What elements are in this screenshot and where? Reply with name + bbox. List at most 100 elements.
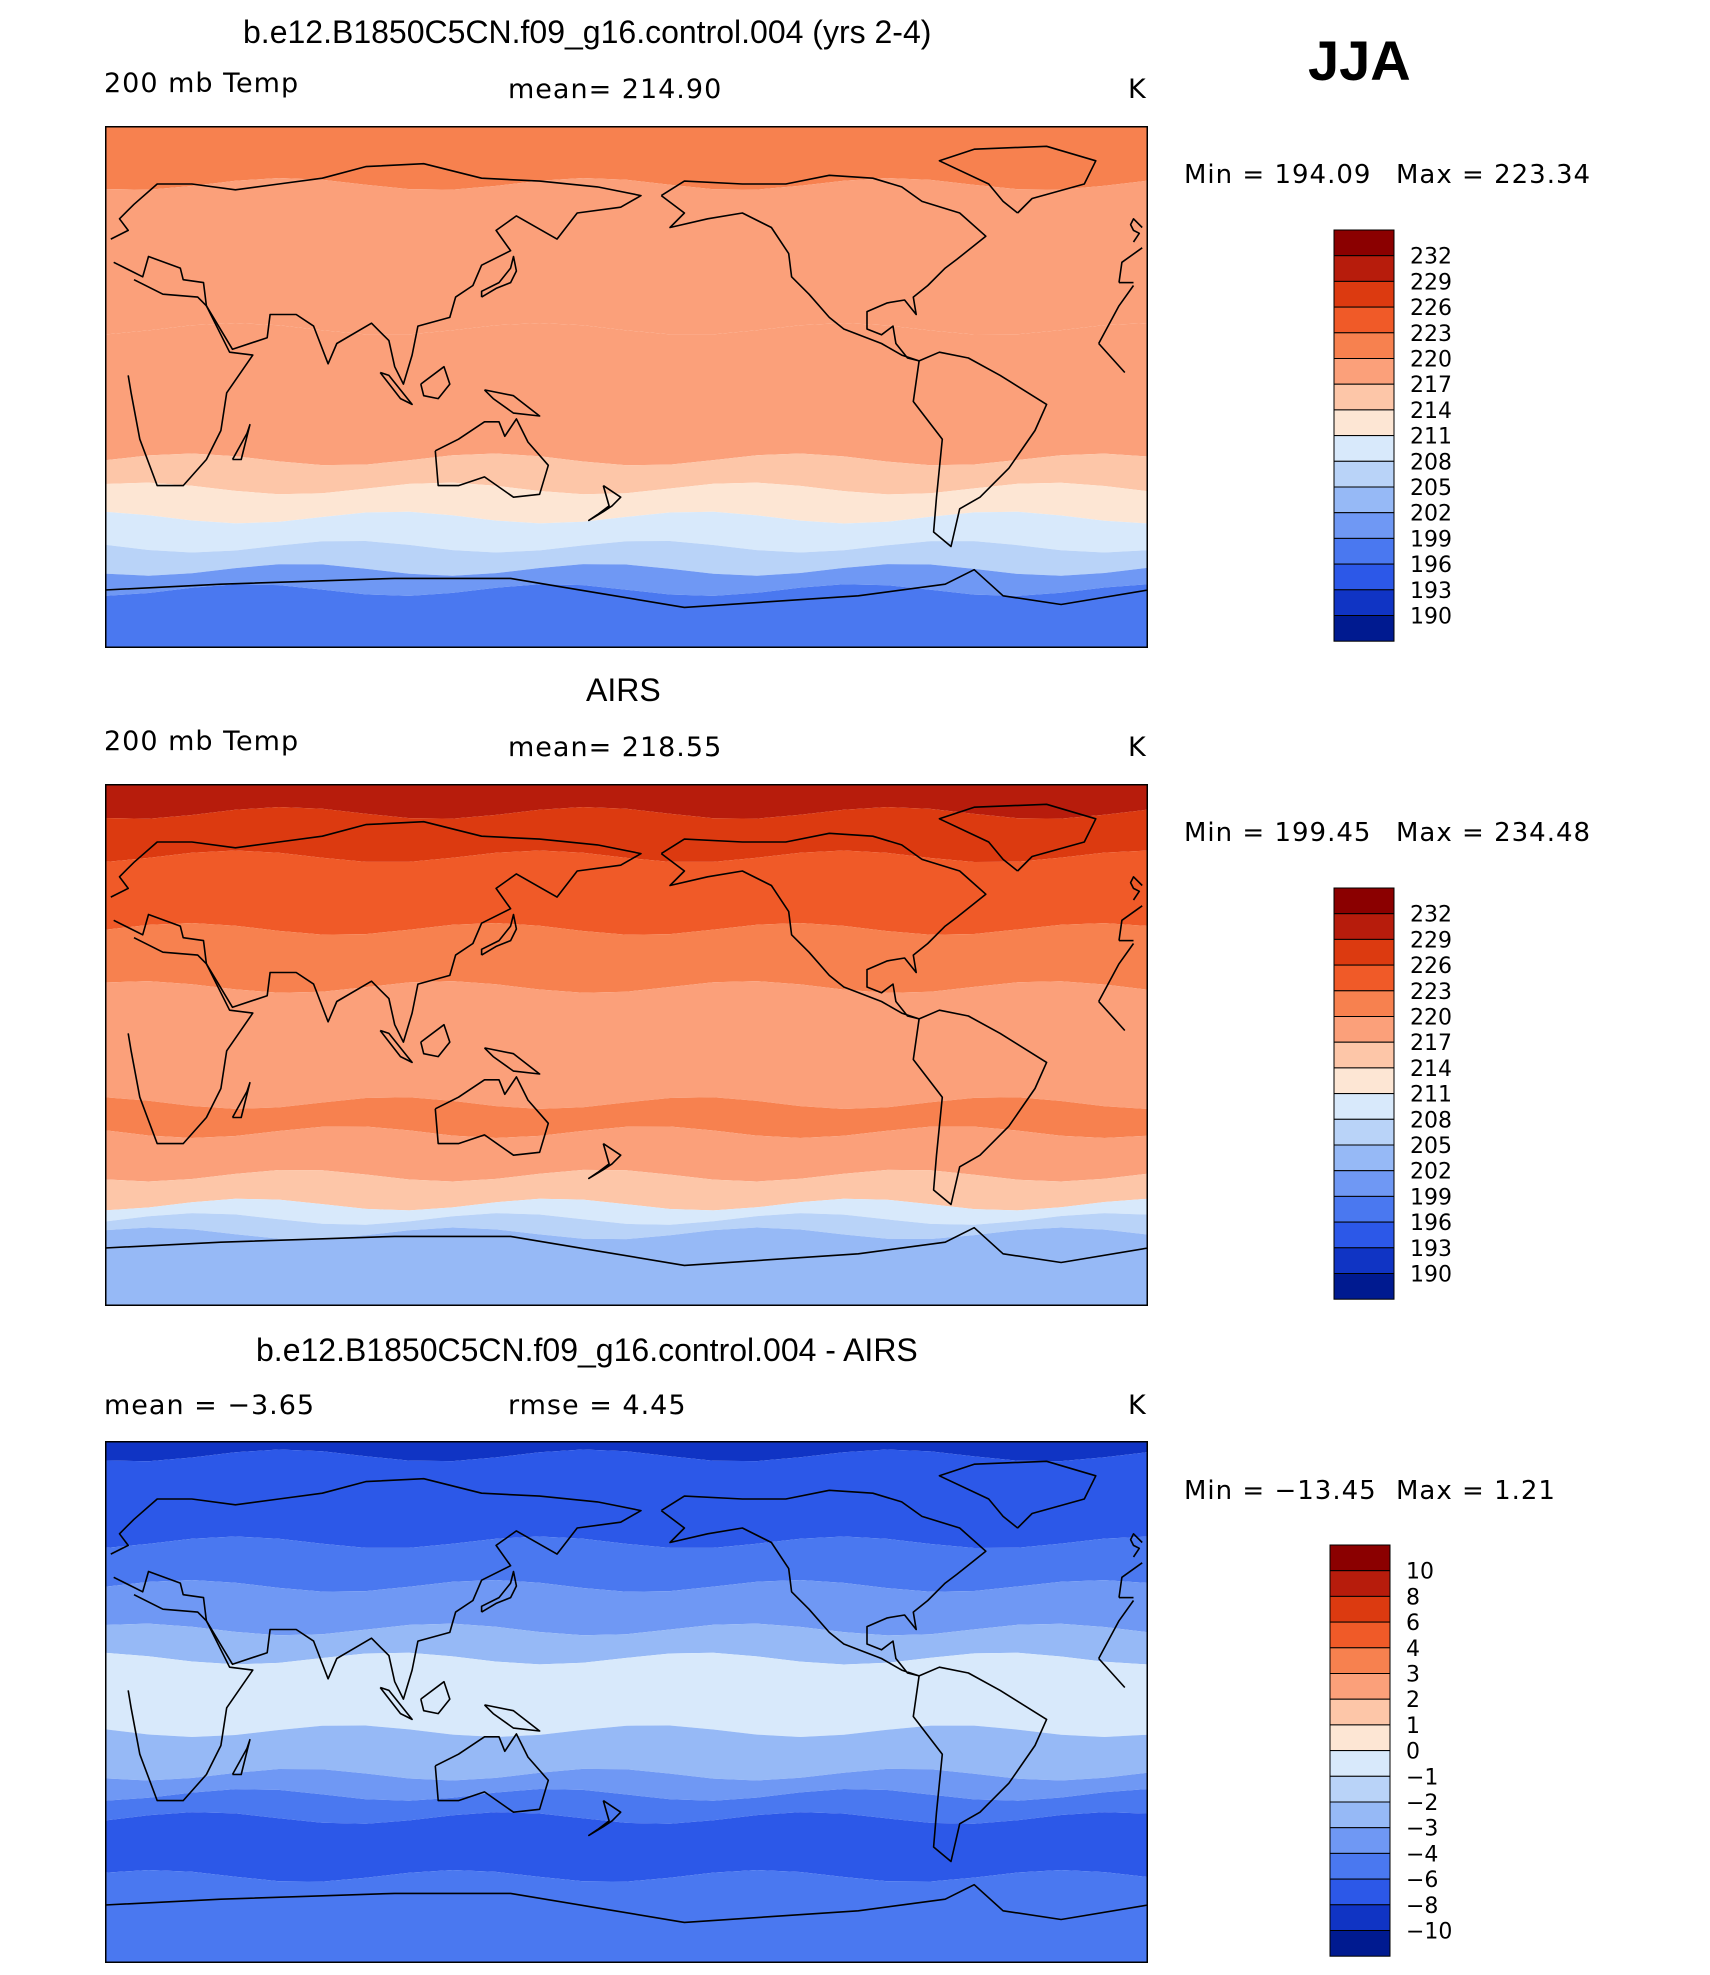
colorbar-tick-label: 199: [1410, 1185, 1452, 1210]
coastline: [480, 255, 518, 298]
panel-2-variable-label: 200 mb Temp: [104, 726, 300, 757]
coastline: [110, 1477, 642, 1700]
colorbar-cell: [1333, 1016, 1395, 1043]
colorbar-tick-label: 2: [1406, 1688, 1420, 1713]
colorbar-tick-label: 232: [1410, 903, 1452, 928]
colorbar-cell: [1329, 1698, 1391, 1726]
contour-band: [105, 1198, 1148, 1225]
colorbar-tick-label: 223: [1410, 980, 1452, 1005]
colorbar-cell: [1333, 460, 1395, 488]
contour-band: [105, 1169, 1148, 1211]
colorbar-cell: [1329, 1775, 1391, 1803]
coastline: [110, 820, 642, 1043]
colorbar-tick-label: −1: [1406, 1765, 1438, 1790]
panel-1-max: Max = 223.34: [1396, 160, 1592, 190]
colorbar-cell: [1333, 486, 1395, 514]
coastline: [420, 1680, 451, 1715]
panel-3-mean-label: mean = −3.65: [104, 1390, 316, 1421]
coastline: [588, 1799, 622, 1837]
coastline: [127, 936, 254, 1145]
contour-band: [105, 541, 1148, 576]
colorbar-tick-label: 214: [1410, 1057, 1452, 1082]
panel-2-max: Max = 234.48: [1396, 818, 1592, 848]
map-frame: [105, 1441, 1148, 1963]
colorbar-cell: [1333, 887, 1395, 915]
coastline: [110, 162, 642, 385]
coastline: [1129, 876, 1143, 901]
colorbar-cell: [1333, 1093, 1395, 1120]
contour-band: [105, 1126, 1148, 1182]
contour-band: [105, 1580, 1148, 1636]
coastline: [231, 423, 251, 461]
colorbar-cell: [1333, 1041, 1395, 1069]
contour-band: [105, 1812, 1148, 1882]
colorbar-cell: [1329, 1750, 1391, 1777]
colorbar-cell: [1333, 229, 1395, 257]
colorbar-cell: [1333, 332, 1395, 360]
colorbar-cell: [1333, 913, 1395, 940]
panel-3-title: b.e12.B1850C5CN.f09_g16.control.004 - AI…: [256, 1332, 918, 1368]
coastline: [420, 1023, 451, 1058]
colorbar-tick-label: 8: [1406, 1585, 1420, 1610]
coastline: [480, 913, 518, 956]
coastline: [483, 1047, 541, 1075]
contour-band: [105, 1449, 1148, 1548]
colorbar-tick-label: 226: [1410, 296, 1452, 321]
colorbar-cell: [1329, 1930, 1391, 1957]
coastline: [127, 278, 254, 487]
panel-2-map: [105, 784, 1148, 1306]
coastline: [1098, 342, 1126, 374]
colorbar-tick-label: 190: [1410, 605, 1452, 630]
colorbar-cell: [1329, 1724, 1391, 1752]
contour-band: [105, 511, 1148, 553]
coastline: [912, 351, 1048, 548]
colorbar-tick-label: 220: [1410, 1006, 1452, 1031]
colorbar-cell: [1329, 1827, 1391, 1854]
map-frame: [105, 126, 1148, 648]
colorbar-cell: [1333, 512, 1395, 539]
coastline: [434, 1733, 550, 1813]
colorbar-tick-label: 220: [1410, 348, 1452, 373]
coastline: [588, 1142, 622, 1180]
coastline: [379, 1029, 413, 1064]
colorbar-tick-label: 229: [1410, 270, 1452, 295]
colorbar-cell: [1333, 255, 1395, 282]
colorbar-tick-label: 217: [1410, 373, 1452, 398]
coastline: [912, 1009, 1048, 1206]
colorbar-tick-label: 1: [1406, 1714, 1420, 1739]
colorbar-cell: [1333, 1144, 1395, 1172]
panel-3-min: Min = −13.45: [1184, 1476, 1377, 1506]
contour-band: [105, 923, 1148, 993]
coastline: [1118, 905, 1143, 941]
colorbar-tick-label: 229: [1410, 928, 1452, 953]
coastline: [379, 371, 413, 406]
colorbar-cell: [1329, 1595, 1391, 1623]
coastline: [231, 1738, 251, 1776]
colorbar-tick-label: 196: [1410, 1211, 1452, 1236]
colorbar-cell: [1329, 1878, 1391, 1906]
coastline: [105, 1883, 1148, 1924]
coastline: [938, 1460, 1097, 1529]
contour-band: [105, 1789, 1148, 1824]
coastline: [588, 484, 622, 522]
contour-band: [105, 1536, 1148, 1592]
coastline: [1129, 218, 1143, 243]
colorbar-tick-label: 10: [1406, 1560, 1434, 1585]
coastline: [480, 1570, 518, 1613]
contour-band: [105, 1213, 1148, 1240]
contour-band: [105, 784, 1148, 819]
colorbar-cell: [1333, 537, 1395, 565]
colorbar-tick-label: 3: [1406, 1663, 1420, 1688]
coastline: [483, 389, 541, 417]
coastline: [1118, 1562, 1143, 1598]
colorbar-tick-label: 232: [1410, 245, 1452, 270]
panel-1-variable-label: 200 mb Temp: [104, 68, 300, 99]
coastline: [105, 568, 1148, 609]
colorbar-tick-label: 4: [1406, 1637, 1420, 1662]
colorbar-cell: [1329, 1570, 1391, 1597]
colorbar-cell: [1333, 1195, 1395, 1223]
contour-band: [105, 850, 1148, 935]
colorbar-cell: [1333, 280, 1395, 308]
colorbar-tick-label: 226: [1410, 954, 1452, 979]
season-label: JJA: [1308, 29, 1411, 92]
